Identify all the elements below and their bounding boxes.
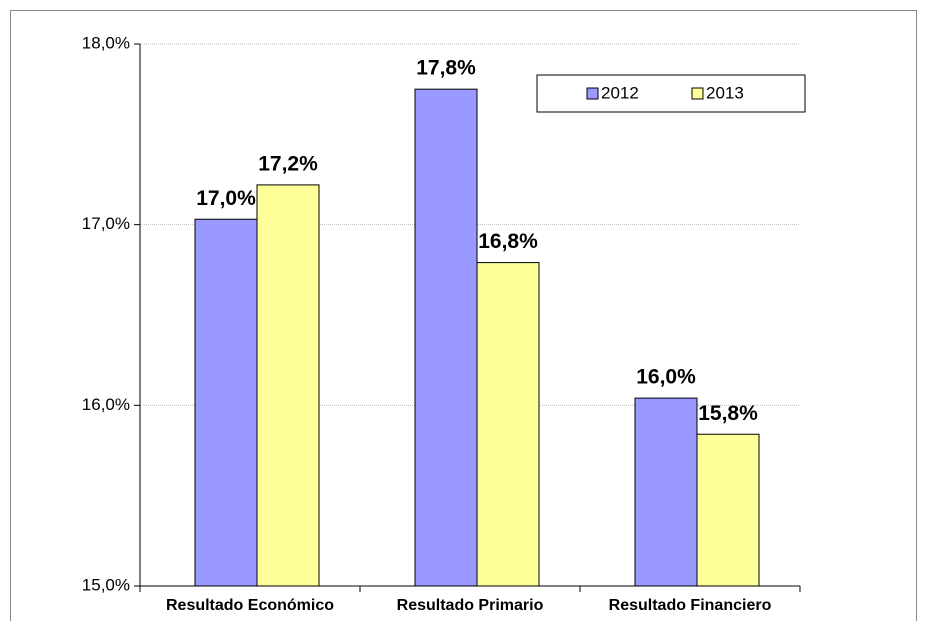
legend-swatch	[691, 87, 704, 100]
x-tick-label: Resultado Financiero	[609, 597, 772, 614]
y-tick-label: 15,0%	[82, 575, 130, 594]
y-tick-label: 17,0%	[82, 214, 130, 233]
bar	[256, 184, 320, 587]
y-tick-label: 18,0%	[82, 33, 130, 52]
data-label: 16,8%	[478, 230, 538, 253]
legend-swatch	[586, 87, 599, 100]
chart-border	[10, 10, 917, 621]
bar	[476, 262, 540, 587]
data-label: 15,8%	[698, 402, 758, 425]
bar	[414, 88, 478, 587]
data-label: 16,0%	[636, 366, 696, 389]
bar	[634, 397, 698, 587]
bar	[194, 218, 258, 587]
legend-label: 2013	[706, 83, 744, 102]
bar	[696, 433, 760, 587]
legend-label: 2012	[601, 83, 639, 102]
x-tick-label: Resultado Económico	[166, 597, 334, 614]
y-tick-label: 16,0%	[82, 395, 130, 414]
data-label: 17,8%	[416, 57, 476, 80]
legend-box	[536, 74, 806, 113]
data-label: 17,2%	[258, 152, 318, 175]
data-label: 17,0%	[196, 187, 256, 210]
x-tick-label: Resultado Primario	[397, 597, 544, 614]
